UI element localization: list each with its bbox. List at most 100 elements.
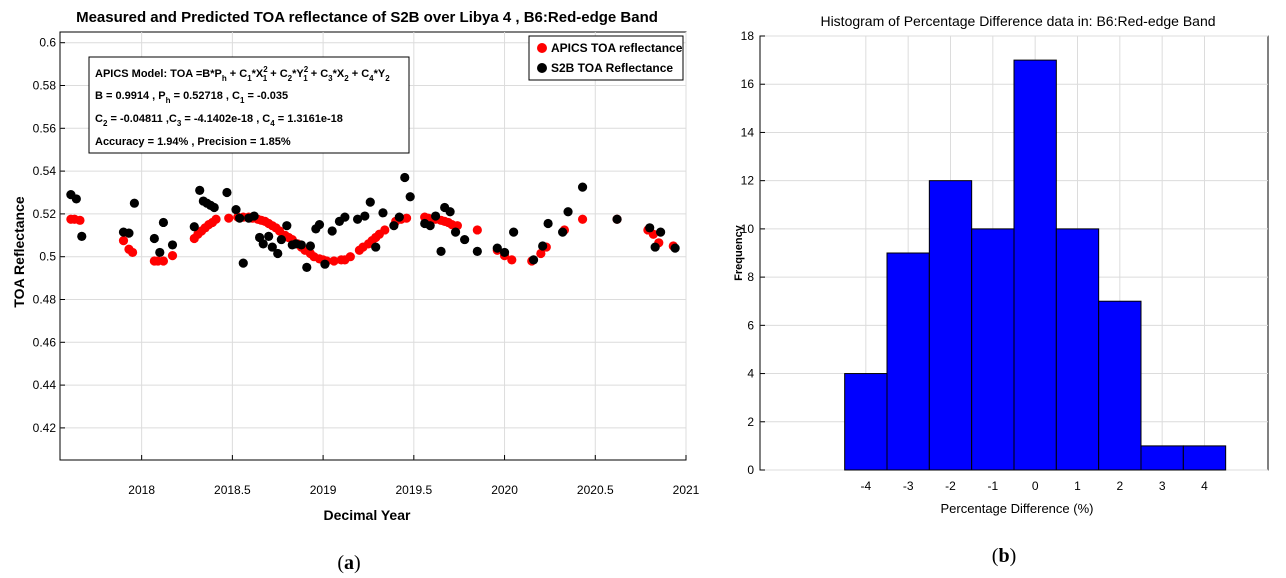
histogram-ytick-label: 4 [747, 367, 754, 381]
scatter-ytick-label: 0.48 [33, 293, 57, 307]
annotation-line-1: APICS Model: TOA =B*Ph + C1*X2 1 + C2*Y2 1… [95, 65, 390, 83]
s2b-point [360, 211, 370, 221]
apics-point [401, 213, 412, 223]
histogram-xtick-label: 4 [1201, 479, 1208, 493]
histogram-ytick-label: 16 [741, 77, 755, 91]
s2b-point [655, 227, 666, 237]
histogram-xtick-label: 3 [1159, 479, 1166, 493]
histogram-ytick-label: 6 [747, 318, 754, 332]
histogram-bar [1013, 59, 1057, 471]
s2b-point [472, 246, 482, 256]
s2b-point [305, 241, 315, 251]
histogram-bar [971, 228, 1015, 471]
histogram-bar [844, 373, 888, 471]
s2b-point [394, 212, 404, 222]
s2b-point [492, 243, 502, 253]
scatter-ytick-label: 0.54 [33, 164, 57, 178]
s2b-point [509, 227, 519, 237]
histogram-ytick-label: 2 [747, 415, 754, 429]
scatter-title: Measured and Predicted TOA reflectance o… [76, 9, 658, 26]
s2b-point [436, 246, 446, 256]
scatter-xtick-label: 2020 [491, 483, 518, 497]
scatter-chart: 2018 2018.5 2019 2019.5 2020 2020.5 2021 0.42 0.… [11, 9, 700, 523]
s2b-point [195, 185, 205, 195]
s2b-point [563, 207, 573, 217]
histogram-bar [1098, 300, 1142, 471]
s2b-point [302, 262, 312, 272]
histogram-xtick-label: 2 [1116, 479, 1123, 493]
s2b-point [528, 255, 539, 265]
s2b-point [71, 194, 81, 204]
histogram-ytick-label: 18 [741, 29, 755, 43]
s2b-point [155, 247, 165, 258]
legend-marker-apics [537, 43, 547, 53]
histogram-ytick-label: 10 [741, 222, 755, 236]
s2b-point [499, 247, 510, 258]
s2b-point [249, 211, 259, 221]
annotation-box [88, 56, 410, 154]
caption-b: (b) [992, 545, 1016, 567]
s2b-point [314, 220, 325, 230]
s2b-point [558, 227, 568, 237]
histogram-ytick-label: 8 [747, 270, 754, 284]
histogram-bar [1140, 445, 1184, 471]
s2b-point [296, 240, 306, 250]
apics-point [75, 215, 85, 225]
annotation-line-3: C2 = -0.04811 ,C3 = -4.1402e-18 , C4 = 1… [95, 113, 343, 128]
scatter-ytick-label: 0.6 [39, 36, 56, 50]
histogram-xtick-label: 0 [1032, 479, 1039, 493]
s2b-point [352, 214, 363, 224]
s2b-point [209, 202, 219, 213]
histogram-bar [928, 180, 973, 471]
s2b-point [124, 228, 134, 238]
s2b-point [267, 242, 277, 252]
apics-point [211, 214, 221, 224]
histogram-bar [1055, 228, 1100, 471]
s2b-point [445, 207, 455, 217]
scatter-ytick-label: 0.52 [33, 207, 57, 221]
histogram-xtick-label: 1 [1074, 479, 1081, 493]
histogram-ylabel: Frequency [733, 224, 745, 281]
apics-point [380, 225, 390, 235]
scatter-xtick-label: 2021 [673, 483, 700, 497]
scatter-points [66, 172, 680, 272]
s2b-point [400, 172, 410, 183]
apics-point [127, 247, 138, 258]
s2b-point [158, 217, 169, 228]
s2b-point [264, 231, 274, 241]
s2b-point [645, 223, 655, 233]
histogram-xtick-label: -4 [860, 479, 871, 493]
scatter-ticks: 2018 2018.5 2019 2019.5 2020 2020.5 2021 0.42 0.… [33, 36, 700, 497]
apics-point [536, 248, 546, 259]
s2b-point [460, 234, 470, 245]
s2b-point [431, 211, 441, 221]
s2b-point [378, 208, 388, 218]
s2b-point [167, 240, 178, 250]
apics-point [329, 256, 339, 266]
s2b-point [389, 221, 399, 231]
s2b-point [365, 197, 375, 207]
s2b-point [189, 222, 199, 232]
apics-point [158, 256, 169, 266]
legend-label-apics: APICS TOA reflectance [551, 41, 683, 55]
s2b-point [670, 243, 680, 253]
s2b-point [320, 259, 330, 269]
legend-marker-s2b [537, 63, 547, 73]
histogram-xtick-label: -2 [945, 479, 956, 493]
histogram-bar [1182, 445, 1227, 471]
s2b-point [238, 258, 248, 268]
scatter-grid [60, 32, 687, 460]
annotation-line-4: Accuracy = 1.94% , Precision = 1.85% [95, 136, 291, 148]
model-annotation: APICS Model: TOA =B*Ph + C1*X2 1 + C2*Y2 1… [88, 56, 410, 154]
histogram-ytick-label: 0 [747, 463, 754, 477]
s2b-point [276, 234, 286, 245]
s2b-point [340, 212, 350, 222]
scatter-xtick-label: 2019 [310, 483, 337, 497]
scatter-ytick-label: 0.58 [33, 79, 57, 93]
scatter-legend: APICS TOA reflectance S2B TOA Reflectanc… [528, 35, 684, 81]
s2b-point [543, 218, 553, 229]
apics-point [224, 213, 234, 223]
scatter-ylabel: TOA Reflectance [11, 196, 27, 307]
